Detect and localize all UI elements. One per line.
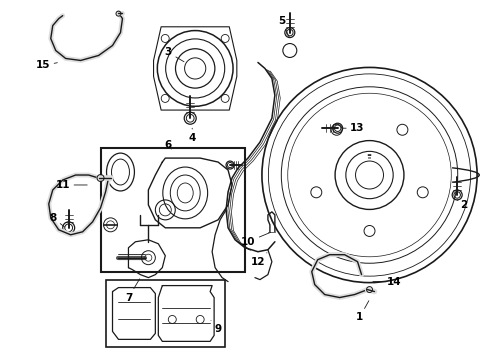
Text: 4: 4 <box>188 128 196 143</box>
Bar <box>101 148 244 272</box>
Text: 7: 7 <box>124 279 140 302</box>
Text: 15: 15 <box>36 60 57 71</box>
Text: 9: 9 <box>210 320 221 334</box>
Text: 14: 14 <box>372 276 401 287</box>
Text: 1: 1 <box>355 301 368 323</box>
Text: 11: 11 <box>55 180 87 190</box>
Text: 12: 12 <box>250 253 266 267</box>
Text: 6: 6 <box>164 140 172 150</box>
Text: 10: 10 <box>240 232 270 247</box>
Text: 13: 13 <box>342 123 364 133</box>
Text: 3: 3 <box>164 48 183 62</box>
Text: 5: 5 <box>278 15 289 37</box>
Bar <box>105 280 224 347</box>
Text: 8: 8 <box>49 213 64 227</box>
Text: 2: 2 <box>456 200 467 210</box>
